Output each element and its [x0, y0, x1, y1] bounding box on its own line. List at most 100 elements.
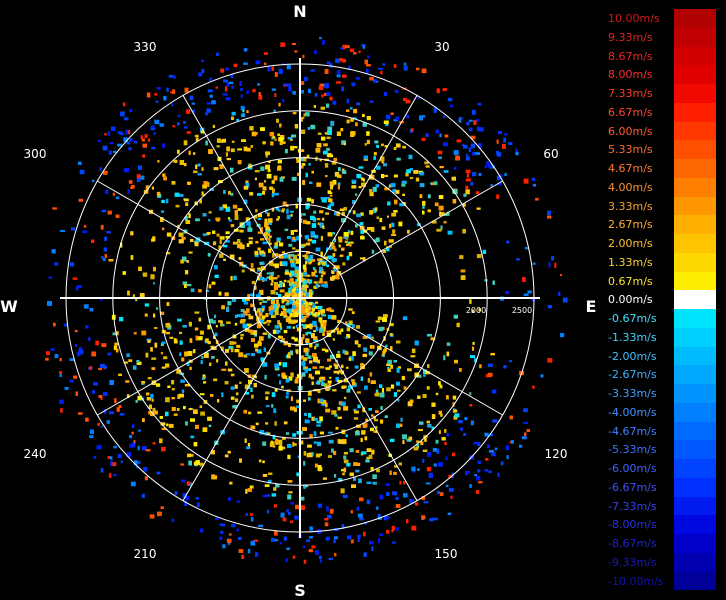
echo-bin-2596	[178, 194, 184, 197]
echo-bin-194	[328, 557, 333, 560]
echo-bin-3090	[258, 312, 263, 317]
echo-bin-2946	[436, 449, 440, 454]
echo-bin-33	[247, 227, 253, 232]
echo-bin-3393	[343, 406, 349, 411]
echo-bin-1911	[335, 274, 340, 280]
echo-bin-1947	[258, 213, 262, 218]
echo-bin-2922	[325, 402, 328, 408]
echo-bin-808	[488, 470, 492, 474]
echo-bin-3071	[152, 442, 156, 445]
echo-bin-3150	[466, 121, 470, 126]
echo-bin-3182	[394, 199, 398, 205]
echo-bin-2278	[232, 241, 238, 245]
echo-bin-753	[406, 438, 412, 442]
echo-bin-2331	[288, 243, 293, 247]
echo-bin-3340	[292, 91, 296, 95]
echo-bin-608	[122, 102, 126, 107]
echo-bin-2179	[341, 211, 345, 216]
echo-bin-522	[232, 204, 238, 209]
echo-bin-3163	[455, 155, 460, 161]
echo-bin-339	[288, 287, 291, 293]
legend-label: 2.00m/s	[608, 237, 653, 250]
echo-bin-768	[334, 536, 338, 540]
echo-bin-2676	[107, 352, 112, 356]
legend-swatch	[606, 65, 716, 84]
echo-bin-705	[353, 108, 358, 114]
echo-bin-501	[497, 472, 500, 478]
legend-label: 8.00m/s	[608, 68, 653, 82]
echo-bin-3351	[286, 65, 291, 70]
echo-bin-2744	[225, 86, 228, 92]
echo-bin-2958	[477, 102, 482, 106]
echo-bin-2019	[362, 257, 366, 262]
echo-bin-2522	[118, 373, 122, 376]
echo-bin-544	[282, 201, 287, 206]
legend-swatch	[606, 477, 716, 497]
echo-bin-3357	[173, 159, 178, 163]
legend-swatch	[606, 140, 716, 159]
echo-bin-310	[377, 538, 381, 544]
echo-bin-2189	[132, 424, 135, 429]
echo-bin-2990	[407, 229, 410, 234]
echo-bin-2027	[144, 303, 150, 307]
echo-bin-2838	[291, 295, 294, 299]
echo-bin-197	[299, 245, 305, 249]
echo-bin-123	[180, 479, 186, 483]
legend-label: -1.33m/s	[608, 330, 657, 344]
echo-bin-189	[560, 333, 565, 338]
echo-bin-1984	[195, 137, 199, 142]
echo-bin-830	[329, 245, 333, 251]
echo-bin-303	[71, 227, 75, 231]
echo-bin-2726	[370, 380, 376, 384]
echo-bin-2328	[279, 261, 285, 266]
echo-bin-2005	[302, 334, 305, 339]
echo-bin-2637	[377, 316, 382, 321]
echo-bin-60	[438, 410, 442, 415]
echo-bin-495	[249, 126, 254, 131]
echo-bin-3277	[349, 241, 354, 244]
echo-bin-2380	[318, 317, 323, 322]
legend-swatch	[606, 459, 716, 478]
echo-bin-2466	[230, 74, 234, 79]
echo-bin-2547	[136, 178, 141, 182]
echo-bin-1893	[300, 129, 306, 134]
echo-bin-2807	[335, 327, 339, 331]
echo-bin-216	[476, 489, 480, 494]
echo-bin-1914	[443, 221, 447, 224]
echo-bin-2791	[325, 212, 329, 215]
echo-bin-764	[156, 307, 159, 310]
echo-bin-2115	[266, 173, 272, 179]
echo-bin-2015	[210, 394, 214, 397]
echo-bin-219	[416, 440, 420, 443]
echo-bin-3177	[161, 427, 167, 430]
echo-bin-2241	[346, 119, 350, 124]
echo-bin-2740	[386, 529, 390, 534]
echo-bin-235	[456, 139, 462, 143]
echo-bin-828	[275, 303, 280, 308]
echo-bin-2132	[245, 182, 250, 188]
echo-bin-3170	[355, 122, 358, 127]
echo-bin-605	[351, 179, 357, 184]
echo-bin-2851	[234, 215, 239, 220]
echo-bin-116	[311, 301, 314, 304]
echo-bin-128	[365, 68, 369, 74]
echo-bin-326	[426, 466, 432, 472]
echo-bin-2717	[293, 312, 299, 318]
echo-bin-2734	[260, 357, 263, 362]
echo-bin-472	[336, 131, 341, 136]
echo-bin-365	[279, 242, 284, 247]
echo-bin-2165	[256, 316, 261, 322]
echo-bin-771	[310, 124, 316, 130]
echo-bin-2837	[243, 146, 248, 152]
echo-bin-371	[287, 280, 291, 283]
azimuth-spoke-240	[97, 320, 260, 416]
echo-bin-2794	[291, 134, 296, 138]
echo-bin-465	[382, 63, 385, 66]
echo-bin-463	[326, 514, 332, 519]
echo-bin-3087	[427, 364, 430, 368]
echo-bin-313	[484, 165, 487, 169]
echo-bin-3125	[205, 140, 208, 146]
echo-bin-92	[253, 539, 259, 542]
echo-bin-2835	[346, 243, 350, 246]
echo-bin-285	[103, 247, 107, 252]
